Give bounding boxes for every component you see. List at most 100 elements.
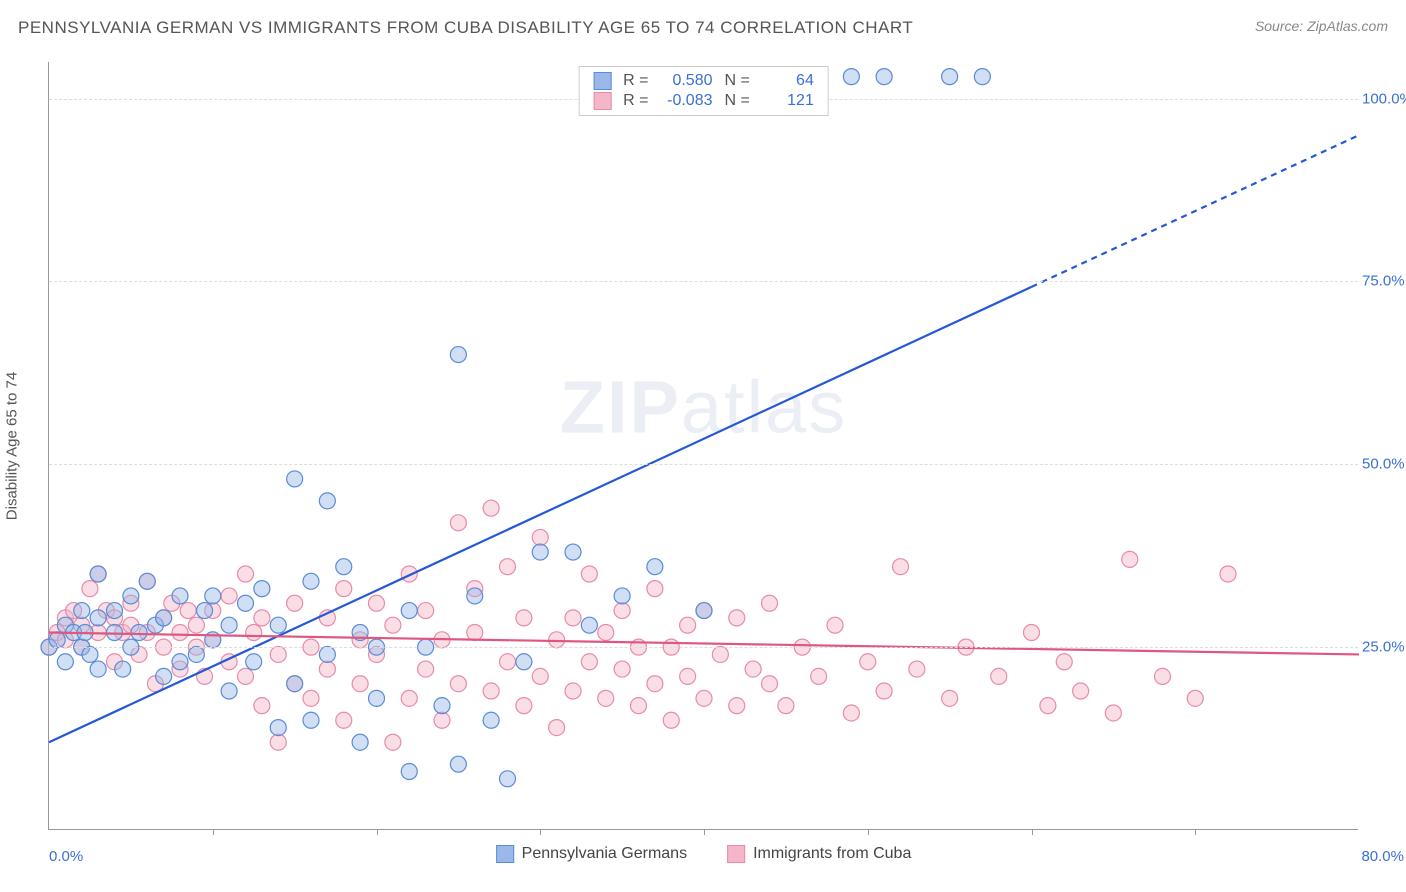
data-point bbox=[82, 646, 98, 662]
data-point bbox=[1155, 668, 1171, 684]
data-point bbox=[369, 690, 385, 706]
data-point bbox=[565, 610, 581, 626]
n-value-1: 121 bbox=[758, 92, 814, 110]
legend-row-series-0: R = 0.580 N = 64 bbox=[593, 71, 814, 91]
data-point bbox=[418, 603, 434, 619]
data-point bbox=[483, 500, 499, 516]
data-point bbox=[1056, 654, 1072, 670]
data-point bbox=[516, 610, 532, 626]
data-point bbox=[172, 625, 188, 641]
data-point bbox=[221, 588, 237, 604]
data-point bbox=[221, 683, 237, 699]
data-point bbox=[90, 610, 106, 626]
data-point bbox=[270, 720, 286, 736]
data-point bbox=[762, 676, 778, 692]
data-point bbox=[811, 668, 827, 684]
data-point bbox=[762, 595, 778, 611]
x-tick-mark bbox=[213, 829, 214, 835]
data-point bbox=[860, 654, 876, 670]
data-point bbox=[254, 610, 270, 626]
data-point bbox=[909, 661, 925, 677]
data-point bbox=[287, 471, 303, 487]
data-point bbox=[631, 698, 647, 714]
data-point bbox=[614, 603, 630, 619]
data-point bbox=[1040, 698, 1056, 714]
data-point bbox=[663, 712, 679, 728]
data-point bbox=[287, 676, 303, 692]
data-point bbox=[131, 625, 147, 641]
x-tick-mark bbox=[704, 829, 705, 835]
data-point bbox=[581, 617, 597, 633]
trend-line-extrapolated bbox=[1032, 135, 1360, 287]
data-point bbox=[246, 625, 262, 641]
data-point bbox=[893, 559, 909, 575]
y-tick-label: 50.0% bbox=[1362, 456, 1406, 473]
data-point bbox=[385, 734, 401, 750]
data-point bbox=[778, 698, 794, 714]
data-point bbox=[1105, 705, 1121, 721]
x-tick-mark bbox=[1195, 829, 1196, 835]
data-point bbox=[1122, 551, 1138, 567]
data-point bbox=[180, 603, 196, 619]
data-point bbox=[319, 646, 335, 662]
chart-title: PENNSYLVANIA GERMAN VS IMMIGRANTS FROM C… bbox=[18, 18, 913, 38]
r-value-0: 0.580 bbox=[657, 72, 713, 90]
data-point bbox=[221, 617, 237, 633]
n-label: N = bbox=[725, 92, 750, 110]
data-point bbox=[401, 690, 417, 706]
data-point bbox=[729, 610, 745, 626]
data-point bbox=[647, 559, 663, 575]
data-point bbox=[82, 581, 98, 597]
data-point bbox=[188, 646, 204, 662]
data-point bbox=[647, 676, 663, 692]
data-point bbox=[434, 712, 450, 728]
data-point bbox=[352, 734, 368, 750]
y-tick-label: 25.0% bbox=[1362, 639, 1406, 656]
data-point bbox=[696, 690, 712, 706]
data-point bbox=[123, 588, 139, 604]
data-point bbox=[385, 617, 401, 633]
data-point bbox=[450, 347, 466, 363]
data-point bbox=[532, 544, 548, 560]
data-point bbox=[467, 588, 483, 604]
data-point bbox=[500, 559, 516, 575]
data-point bbox=[516, 698, 532, 714]
data-point bbox=[156, 610, 172, 626]
legend-item-1: Immigrants from Cuba bbox=[727, 845, 911, 863]
data-point bbox=[843, 69, 859, 85]
data-point bbox=[205, 588, 221, 604]
data-point bbox=[369, 595, 385, 611]
r-label: R = bbox=[623, 72, 648, 90]
data-point bbox=[712, 646, 728, 662]
data-point bbox=[270, 617, 286, 633]
data-point bbox=[197, 603, 213, 619]
data-point bbox=[565, 544, 581, 560]
data-point bbox=[598, 625, 614, 641]
data-point bbox=[843, 705, 859, 721]
data-point bbox=[450, 676, 466, 692]
r-value-1: -0.083 bbox=[657, 92, 713, 110]
series-legend: Pennsylvania Germans Immigrants from Cub… bbox=[496, 845, 912, 863]
data-point bbox=[238, 566, 254, 582]
y-axis-label: Disability Age 65 to 74 bbox=[4, 372, 21, 520]
data-point bbox=[1073, 683, 1089, 699]
data-point bbox=[74, 603, 90, 619]
data-point bbox=[450, 756, 466, 772]
data-point bbox=[254, 581, 270, 597]
data-point bbox=[516, 654, 532, 670]
data-point bbox=[942, 69, 958, 85]
data-point bbox=[549, 720, 565, 736]
data-point bbox=[319, 661, 335, 677]
data-point bbox=[401, 603, 417, 619]
data-point bbox=[581, 654, 597, 670]
data-point bbox=[647, 581, 663, 597]
data-point bbox=[188, 617, 204, 633]
gridline bbox=[49, 464, 1358, 465]
data-point bbox=[401, 763, 417, 779]
data-point bbox=[581, 566, 597, 582]
data-point bbox=[156, 668, 172, 684]
data-point bbox=[532, 668, 548, 684]
r-label: R = bbox=[623, 92, 648, 110]
y-tick-label: 100.0% bbox=[1362, 90, 1406, 107]
data-point bbox=[500, 654, 516, 670]
